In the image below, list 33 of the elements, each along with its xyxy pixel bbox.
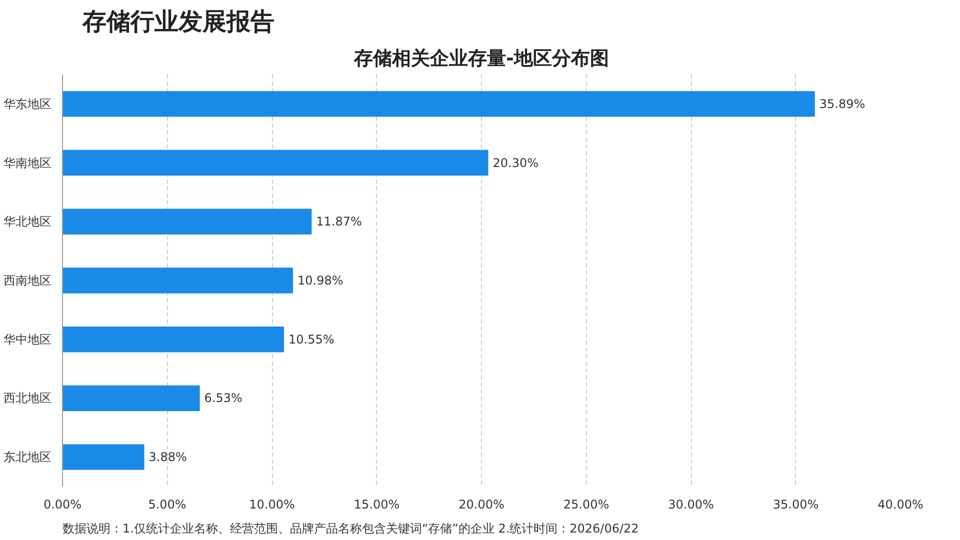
bar	[62, 268, 294, 294]
data-label: 35.89%	[819, 96, 866, 111]
x-tick-label: 25.00%	[563, 498, 610, 512]
chart-title: 存储行业发展报告	[82, 8, 274, 36]
y-tick-label: 华南地区	[4, 156, 52, 170]
x-tick-label: 30.00%	[668, 498, 714, 512]
data-label: 3.88%	[148, 450, 187, 464]
data-label: 10.55%	[288, 332, 334, 346]
y-tick-label: 西南地区	[4, 274, 52, 288]
data-label: 11.87%	[316, 214, 362, 229]
y-tick-label: 华中地区	[4, 332, 52, 346]
y-tick-label: 东北地区	[4, 450, 52, 464]
x-tick-label: 40.00%	[878, 498, 924, 512]
bar	[62, 326, 284, 352]
bar	[62, 444, 144, 470]
chart-subtitle: 存储相关企业存量-地区分布图	[353, 48, 609, 70]
data-label: 6.53%	[204, 391, 242, 406]
bar	[62, 385, 200, 412]
y-tick-label: 华东地区	[4, 96, 52, 111]
data-label: 10.98%	[298, 274, 344, 288]
x-tick-label: 0.00%	[43, 498, 82, 512]
y-tick-label: 西北地区	[4, 391, 52, 406]
x-tick-label: 20.00%	[458, 498, 504, 512]
x-tick-label: 5.00%	[148, 498, 186, 512]
x-tick-label: 10.00%	[249, 498, 295, 512]
text: 数据说明：1.仅统计企业名称、经营范围、品牌产品名称包含关键词“存储”的企业 2.统计时间：2026/06/22	[62, 522, 639, 536]
x-tick-label: 15.00%	[354, 498, 400, 512]
y-tick-label: 华北地区	[4, 214, 52, 229]
bar	[62, 208, 312, 235]
x-tick-label: 35.00%	[772, 498, 819, 512]
bar	[62, 150, 488, 176]
data-label: 20.30%	[492, 156, 539, 170]
bar	[62, 91, 815, 117]
